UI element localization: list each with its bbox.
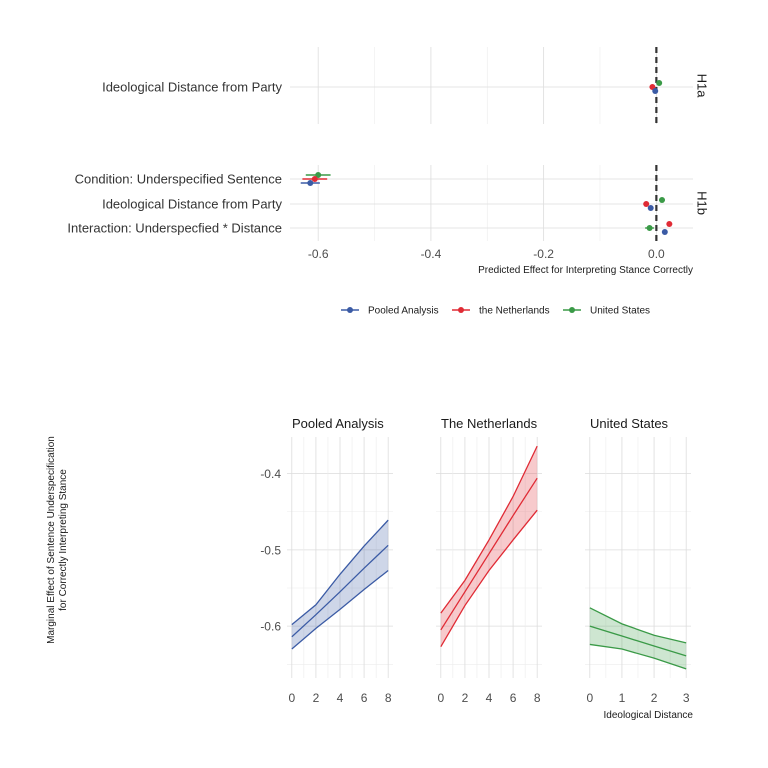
coefficient-plot-strip-labels: H1a H1b [695, 74, 710, 215]
estimate-line [291, 544, 389, 638]
coefficient-plot-estimates [300, 80, 673, 235]
estimate-point [643, 201, 650, 207]
y-axis-title-line: Marginal Effect of Sentence Underspecifi… [46, 436, 57, 644]
x-tick-label: 4 [486, 691, 493, 705]
legend-entry: United States [590, 306, 650, 317]
estimate-point [315, 172, 322, 178]
y-tick-label: -0.6 [260, 620, 281, 634]
coefficient-plot: Ideological Distance from Party Condition… [67, 47, 710, 317]
upper-bound-line [440, 445, 538, 614]
legend-key-point [458, 307, 464, 313]
marginal-effect-panel: 0 2 4 6 8 Pooled Analysis [287, 416, 393, 705]
confidence-ribbon [291, 520, 389, 650]
legend-entry: Pooled Analysis [368, 306, 439, 317]
upper-bound-line [589, 607, 687, 644]
lower-bound-line [589, 643, 687, 670]
estimate-point [656, 80, 663, 86]
upper-bound-line [291, 519, 389, 626]
y-axis-title-line: for Correctly Interpreting Stance [58, 469, 69, 611]
marginal-effect-plot: 0 2 4 6 8 Pooled Analysis 0 2 4 6 8 The Netherlands… [46, 416, 693, 721]
x-tick-label: 0 [586, 691, 593, 705]
term-label: Condition: Underspecified Sentence [75, 172, 282, 187]
legend: Pooled Analysis the Netherlands United Sta… [341, 306, 650, 317]
x-tick-label: 0.0 [648, 247, 665, 261]
marginal-effect-y-axis-title: Marginal Effect of Sentence Underspecifi… [46, 436, 69, 644]
marginal-effect-panel: 0 1 2 3 United States [585, 416, 691, 705]
x-tick-label: 0 [437, 691, 444, 705]
marginal-effect-x-axis-title: Ideological Distance [604, 710, 694, 721]
strip-label: H1a [695, 74, 710, 99]
confidence-ribbon [589, 607, 687, 669]
estimate-line [440, 477, 538, 631]
x-tick-label: 2 [462, 691, 469, 705]
x-tick-label: 0 [288, 691, 295, 705]
term-label: Ideological Distance from Party [102, 80, 282, 95]
term-label: Interaction: Underspecfied * Distance [67, 221, 282, 236]
estimate-line [589, 625, 687, 657]
estimate-point [646, 225, 653, 231]
x-tick-label: 6 [361, 691, 368, 705]
x-tick-label: 2 [651, 691, 658, 705]
marginal-effect-y-ticks: -0.6 -0.5 -0.4 [260, 467, 281, 634]
x-tick-label: 8 [534, 691, 541, 705]
term-label: Ideological Distance from Party [102, 197, 282, 212]
confidence-ribbon [440, 446, 538, 647]
coefficient-plot-term-labels: Ideological Distance from Party Condition… [67, 80, 282, 236]
estimate-point [659, 197, 665, 203]
strip-label: H1b [695, 191, 710, 215]
panel-title: Pooled Analysis [292, 416, 384, 431]
estimate-point [307, 180, 314, 186]
y-tick-label: -0.4 [260, 467, 281, 481]
x-tick-label: 1 [619, 691, 626, 705]
marginal-effect-panel: 0 2 4 6 8 The Netherlands [436, 416, 542, 705]
x-tick-label: 8 [385, 691, 392, 705]
estimate-point [652, 88, 659, 94]
coefficient-plot-x-axis-title: Predicted Effect for Interpreting Stance… [478, 265, 693, 276]
x-tick-label: -0.2 [533, 247, 554, 261]
x-tick-label: 4 [337, 691, 344, 705]
estimate-point [647, 205, 654, 211]
estimate-point [661, 229, 668, 235]
estimate-point [311, 176, 318, 182]
coefficient-plot-grid [290, 47, 693, 241]
lower-bound-line [440, 509, 538, 648]
x-tick-label: -0.6 [308, 247, 329, 261]
coefficient-plot-x-ticks: -0.6 -0.4 -0.2 0.0 [308, 247, 665, 261]
x-tick-label: 6 [510, 691, 517, 705]
y-tick-label: -0.5 [260, 543, 281, 557]
marginal-effect-panels: 0 2 4 6 8 Pooled Analysis 0 2 4 6 8 The Netherlands… [287, 416, 691, 705]
legend-key-point [347, 307, 353, 313]
panel-title: The Netherlands [441, 416, 538, 431]
legend-key-point [569, 307, 575, 313]
legend-entry: the Netherlands [479, 306, 550, 317]
lower-bound-line [291, 569, 389, 650]
estimate-point [666, 221, 673, 227]
x-tick-label: 3 [683, 691, 690, 705]
x-tick-label: -0.4 [421, 247, 442, 261]
x-tick-label: 2 [313, 691, 320, 705]
panel-title: United States [590, 416, 669, 431]
